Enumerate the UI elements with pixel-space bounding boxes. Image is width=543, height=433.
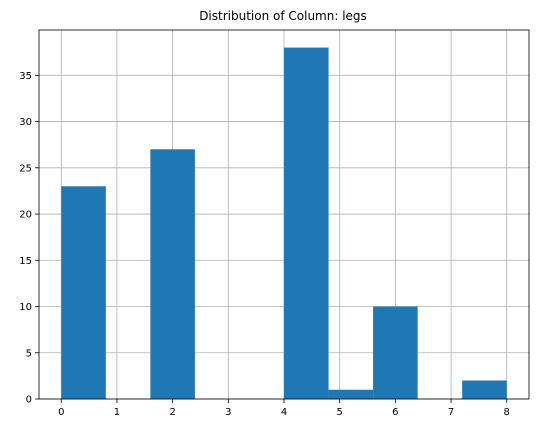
- histogram-bar: [61, 186, 106, 399]
- y-tick-label: 30: [19, 117, 32, 128]
- x-axis-ticks: 0 1 2 3 4 5 6 7 8: [58, 399, 510, 418]
- x-tick-label: 6: [392, 407, 398, 418]
- y-tick-label: 15: [19, 256, 32, 267]
- x-tick-label: 8: [504, 407, 510, 418]
- histogram-bar: [150, 149, 195, 399]
- x-tick-label: 0: [58, 407, 64, 418]
- y-tick-label: 5: [26, 348, 32, 359]
- y-tick-label: 10: [19, 302, 32, 313]
- x-tick-label: 5: [336, 407, 342, 418]
- y-tick-label: 25: [19, 163, 32, 174]
- x-tick-label: 4: [281, 407, 287, 418]
- histogram-bar: [462, 381, 507, 399]
- x-tick-label: 1: [114, 407, 120, 418]
- y-axis-ticks: 0 5 10 15 20 25 30 35: [19, 71, 39, 406]
- histogram-bar: [373, 307, 418, 399]
- x-tick-label: 3: [225, 407, 231, 418]
- x-tick-label: 2: [169, 407, 175, 418]
- histogram-bar: [284, 48, 329, 399]
- x-tick-label: 7: [448, 407, 454, 418]
- histogram-bars: [61, 48, 506, 399]
- chart-title: Distribution of Column: legs: [199, 9, 367, 23]
- y-tick-label: 35: [19, 71, 32, 82]
- y-tick-label: 20: [19, 210, 32, 221]
- y-tick-label: 0: [26, 395, 32, 406]
- histogram-bar: [329, 390, 374, 399]
